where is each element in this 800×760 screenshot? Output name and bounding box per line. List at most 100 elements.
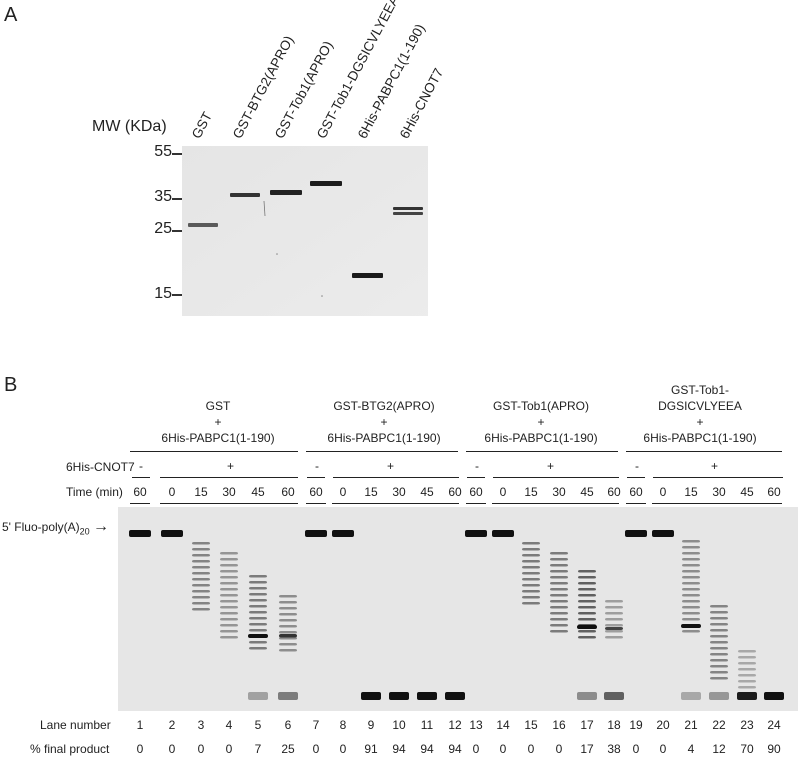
gel-band [578, 576, 596, 579]
group4-line0: GST-Tob1- [670, 383, 730, 397]
gel-band [389, 692, 409, 700]
band-cnot7-lower [393, 212, 423, 215]
gel-band [550, 612, 568, 615]
gel-band [710, 665, 728, 668]
lane-number: 14 [496, 718, 510, 732]
gel-band [279, 625, 297, 628]
gel-band [578, 606, 596, 609]
gel-band [220, 612, 238, 615]
lane-number: 20 [656, 718, 670, 732]
gel-band [465, 530, 487, 537]
gel-band [550, 606, 568, 609]
cnot7-plus-g1: + [227, 459, 235, 473]
cnot7-line-g3-minus [467, 477, 485, 479]
gel-band [550, 558, 568, 561]
lane-number: 24 [767, 718, 781, 732]
gel-band [682, 576, 700, 579]
time-value: 60 [629, 485, 643, 499]
group1-underline [130, 451, 298, 453]
gel-band [522, 542, 540, 545]
gel-band [550, 600, 568, 603]
gel-band [605, 600, 623, 603]
time-value: 0 [168, 485, 176, 499]
group4-line1: DGSICVLYEEA [658, 399, 742, 413]
gel-band [710, 653, 728, 656]
time-line-g2-b [332, 503, 459, 505]
group4-header: GST-Tob1- DGSICVLYEEA + 6His-PABPC1(1-19… [610, 382, 790, 446]
cnot7-minus-g2: - [315, 459, 319, 473]
gel-band [522, 578, 540, 581]
gel-band [605, 612, 623, 615]
time-value: 60 [767, 485, 781, 499]
gel-band [605, 627, 623, 630]
lane-number-label: Lane number [40, 718, 111, 732]
group1-header: GST + 6His-PABPC1(1-190) [128, 398, 308, 446]
group1-line1: GST [205, 399, 231, 413]
cnot7-line-g2-plus [333, 477, 459, 479]
gel-band [682, 600, 700, 603]
gel-band [737, 692, 757, 700]
gel-band [550, 576, 568, 579]
gel-band [710, 611, 728, 614]
gel-band [682, 552, 700, 555]
gel-band [738, 656, 756, 659]
gel-band [578, 636, 596, 639]
group3-line3: 6His-PABPC1(1-190) [484, 431, 598, 445]
time-value: 15 [364, 485, 378, 499]
panel-b-letter: B [4, 374, 18, 396]
gel-band [738, 674, 756, 677]
time-value: 30 [552, 485, 566, 499]
gel-band [605, 624, 623, 627]
gel-band [577, 625, 597, 629]
gel-band [279, 619, 297, 622]
gel-band [738, 686, 756, 689]
gel-band [550, 564, 568, 567]
group2-header: GST-BTG2(APRO) + 6His-PABPC1(1-190) [294, 398, 474, 446]
gel-band [682, 606, 700, 609]
lane-label-gst: GST [188, 109, 216, 141]
substrate-arrow: → [93, 518, 110, 535]
gel-band [550, 630, 568, 633]
gel-band [578, 612, 596, 615]
final-product-value: 0 [659, 742, 667, 756]
gel-band [682, 588, 700, 591]
lane-number: 23 [740, 718, 754, 732]
time-value: 0 [339, 485, 347, 499]
final-product-value: 17 [580, 742, 594, 756]
gel-band [578, 630, 596, 633]
lane-number: 13 [469, 718, 483, 732]
gel-band [550, 570, 568, 573]
gel-band [249, 629, 267, 632]
panel-a-letter: A [4, 4, 18, 26]
mw-axis-label: MW (KDa) [92, 118, 167, 135]
gel-band [550, 582, 568, 585]
group1-line2: + [214, 415, 222, 429]
marker-55: 55 [154, 143, 172, 160]
final-product-value: 91 [364, 742, 378, 756]
gel-band [192, 554, 210, 557]
time-value: 15 [684, 485, 698, 499]
time-value: 30 [712, 485, 726, 499]
cnot7-line-g1-plus [160, 477, 298, 479]
gel-band [445, 692, 465, 700]
gel-band [249, 611, 267, 614]
gel-band [682, 612, 700, 615]
gel-band [578, 600, 596, 603]
gel-band [192, 566, 210, 569]
gel-band [550, 588, 568, 591]
gel-band [710, 635, 728, 638]
gel-band [522, 596, 540, 599]
gel-band [710, 671, 728, 674]
gel-band [192, 578, 210, 581]
gel-band [578, 582, 596, 585]
gel-band [604, 692, 624, 700]
group3-line2: + [537, 415, 545, 429]
gel-band [220, 552, 238, 555]
time-line-g2-a [306, 503, 326, 505]
gel-band [710, 623, 728, 626]
band-tob1 [270, 190, 302, 195]
gel-band [248, 692, 268, 700]
time-value: 15 [194, 485, 208, 499]
gel-band [248, 634, 268, 638]
lane-number: 11 [420, 718, 434, 732]
